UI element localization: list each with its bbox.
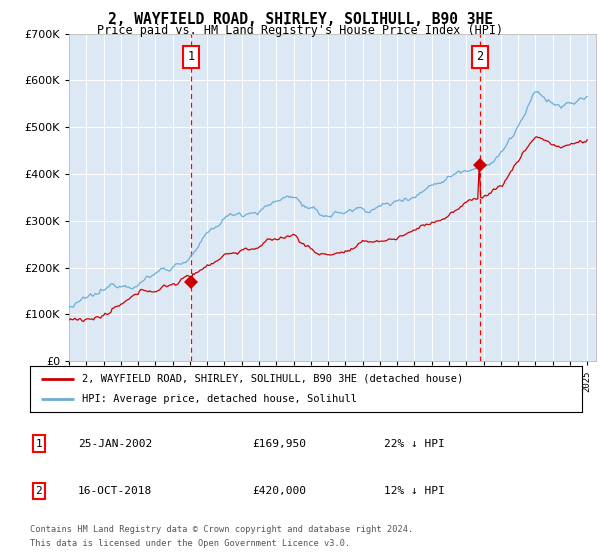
Text: £420,000: £420,000 [252, 486, 306, 496]
Text: Price paid vs. HM Land Registry's House Price Index (HPI): Price paid vs. HM Land Registry's House … [97, 24, 503, 37]
Text: 22% ↓ HPI: 22% ↓ HPI [384, 438, 445, 449]
Text: 2, WAYFIELD ROAD, SHIRLEY, SOLIHULL, B90 3HE: 2, WAYFIELD ROAD, SHIRLEY, SOLIHULL, B90… [107, 12, 493, 27]
Text: 1: 1 [188, 50, 194, 63]
Text: £169,950: £169,950 [252, 438, 306, 449]
Text: 2: 2 [35, 486, 43, 496]
Text: 25-JAN-2002: 25-JAN-2002 [78, 438, 152, 449]
Text: 1: 1 [35, 438, 43, 449]
Text: 2, WAYFIELD ROAD, SHIRLEY, SOLIHULL, B90 3HE (detached house): 2, WAYFIELD ROAD, SHIRLEY, SOLIHULL, B90… [82, 374, 464, 384]
Text: This data is licensed under the Open Government Licence v3.0.: This data is licensed under the Open Gov… [30, 539, 350, 548]
Text: HPI: Average price, detached house, Solihull: HPI: Average price, detached house, Soli… [82, 394, 358, 404]
Text: Contains HM Land Registry data © Crown copyright and database right 2024.: Contains HM Land Registry data © Crown c… [30, 525, 413, 534]
Text: 16-OCT-2018: 16-OCT-2018 [78, 486, 152, 496]
Text: 12% ↓ HPI: 12% ↓ HPI [384, 486, 445, 496]
Text: 2: 2 [476, 50, 484, 63]
